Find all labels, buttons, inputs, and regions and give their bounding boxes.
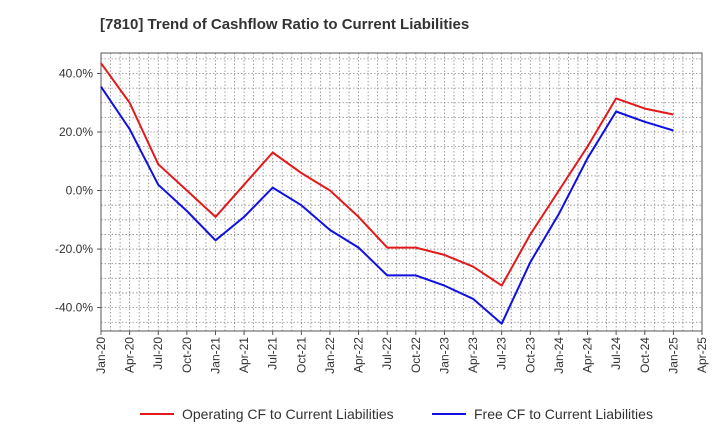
x-tick-label: Jan-23 [437,337,451,374]
x-tick-label: Jan-24 [552,337,566,374]
x-tick-label: Oct-22 [409,337,423,373]
y-tick-label: 20.0% [59,125,93,139]
x-tick-label: Oct-23 [523,337,537,373]
legend-label: Operating CF to Current Liabilities [182,406,394,422]
series-lines [100,62,674,325]
x-tick-label: Oct-21 [294,337,308,373]
x-tick-label: Jul-22 [380,337,394,370]
legend-label: Free CF to Current Liabilities [474,406,653,422]
chart-title: [7810] Trend of Cashflow Ratio to Curren… [100,16,470,33]
free-cf-line [100,86,674,325]
plot-frame [100,52,703,332]
y-tick-label: -20.0% [55,242,93,256]
y-tick-label: 40.0% [59,66,93,80]
x-tick-label: Jul-20 [151,337,165,370]
x-tick-label: Oct-20 [180,337,194,373]
y-tick-label: -40.0% [55,301,93,315]
axes: -40.0% -20.0% 0.0% 20.0% 40.0% Jan-20 Apr-20 Ju… [55,52,709,374]
x-tick-label: Jan-25 [666,337,680,374]
x-tick-label: Apr-20 [123,337,137,373]
x-tick-label: Jan-21 [208,337,222,374]
x-tick-label: Jan-22 [323,337,337,374]
x-tick-label: Apr-22 [352,337,366,373]
x-tick-label: Jan-20 [94,337,108,374]
x-tick-label: Jul-24 [609,337,623,370]
grid [101,53,702,331]
x-tick-label: Jul-23 [495,337,509,370]
operating-cf-line [100,62,674,287]
legend: Operating CF to Current Liabilities Free … [140,406,653,422]
x-tick-label: Jul-21 [266,337,280,370]
x-tick-label: Apr-25 [695,337,709,373]
x-tick-label: Apr-21 [237,337,251,373]
x-tick-label: Apr-23 [466,337,480,373]
y-tick-label: 0.0% [66,184,94,198]
x-tick-label: Apr-24 [581,337,595,373]
x-tick-label: Oct-24 [638,337,652,373]
